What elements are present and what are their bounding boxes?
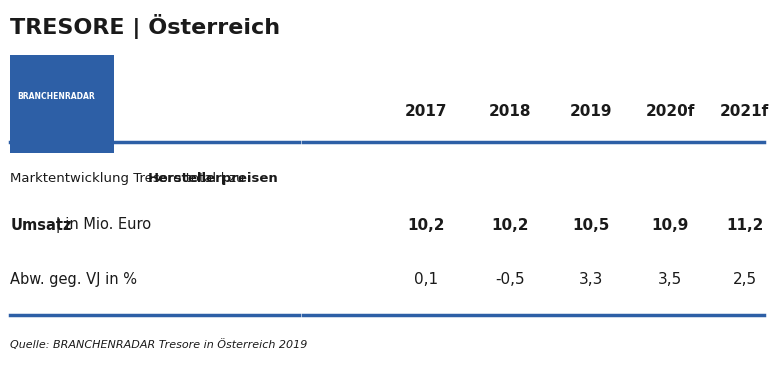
Text: -0,5: -0,5	[496, 272, 525, 287]
Text: 0,1: 0,1	[414, 272, 438, 287]
Text: 2018: 2018	[489, 104, 531, 119]
Text: 2020f: 2020f	[646, 104, 695, 119]
Text: 2021f: 2021f	[720, 104, 769, 119]
Text: Umsatz: Umsatz	[10, 218, 72, 233]
Text: 10,2: 10,2	[492, 218, 529, 233]
Text: BRANCHENRADAR: BRANCHENRADAR	[18, 92, 96, 101]
Text: Abw. geg. VJ in %: Abw. geg. VJ in %	[10, 272, 138, 287]
Text: TRESORE | Österreich: TRESORE | Österreich	[10, 14, 281, 39]
Text: Herstellerpreisen: Herstellerpreisen	[148, 172, 279, 185]
Text: 11,2: 11,2	[726, 218, 763, 233]
FancyBboxPatch shape	[10, 55, 114, 153]
Text: Marktentwicklung Tresore total | zu: Marktentwicklung Tresore total | zu	[10, 172, 249, 185]
Text: 2019: 2019	[569, 104, 612, 119]
Text: 2017: 2017	[405, 104, 447, 119]
Text: BRANCHENRADAR: BRANCHENRADAR	[18, 116, 96, 125]
Text: 10,9: 10,9	[651, 218, 689, 233]
Text: Quelle: BRANCHENRADAR Tresore in Österreich 2019: Quelle: BRANCHENRADAR Tresore in Österre…	[10, 339, 308, 350]
Text: 2,5: 2,5	[733, 272, 757, 287]
Text: 10,2: 10,2	[407, 218, 444, 233]
Text: 10,5: 10,5	[573, 218, 610, 233]
Text: 3,3: 3,3	[579, 272, 603, 287]
Text: 3,5: 3,5	[658, 272, 682, 287]
Text: | in Mio. Euro: | in Mio. Euro	[51, 217, 151, 233]
